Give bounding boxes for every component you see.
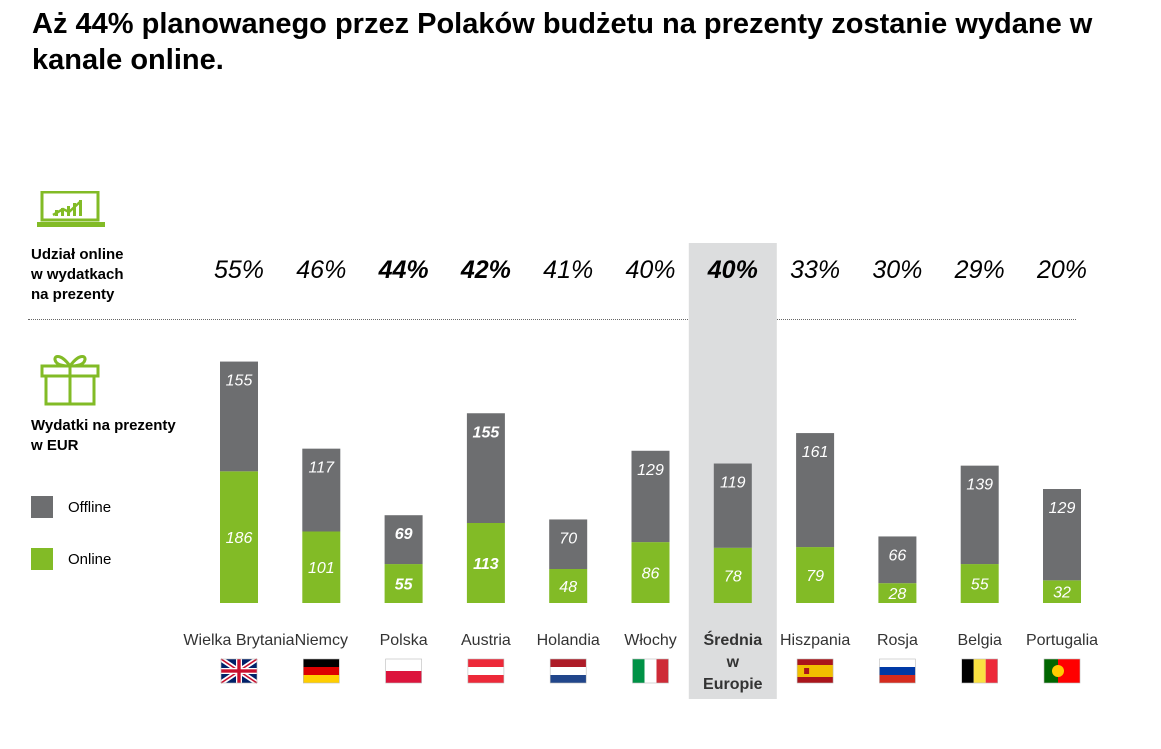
russia-flag-icon (879, 658, 916, 684)
bar-online (631, 542, 670, 603)
category-label: Holandia (537, 632, 600, 649)
category-label: Średnia (703, 630, 762, 649)
bar-online-label: 55 (395, 577, 414, 594)
legend-swatch-online (31, 548, 53, 570)
online-share-value: 46% (296, 256, 346, 284)
online-share-label-line: w wydatkach (31, 266, 124, 283)
online-share-value: 41% (543, 256, 593, 284)
online-share-value: 20% (1036, 256, 1087, 284)
online-share-value: 40% (707, 256, 758, 284)
category-label: Europie (703, 676, 763, 693)
online-share-value: 29% (954, 256, 1005, 284)
bar-offline (878, 536, 917, 584)
bar-offline-label: 139 (966, 477, 993, 494)
bar-offline (466, 413, 505, 523)
belgium-flag-icon (961, 658, 999, 684)
bar-online (220, 471, 258, 603)
bar-offline (384, 515, 423, 565)
divider (28, 319, 1076, 320)
category-label: Włochy (624, 632, 676, 649)
bar-offline (1043, 489, 1081, 581)
bar-online-label: 78 (724, 568, 742, 585)
netherlands-flag-icon (549, 658, 587, 684)
online-share-label-line: na prezenty (31, 286, 115, 303)
category-label: Rosja (877, 632, 918, 649)
bar-offline (960, 465, 999, 565)
online-share-label-line: Udział online (31, 246, 124, 263)
bar-offline (302, 448, 341, 532)
legend-label-offline: Offline (68, 498, 112, 516)
online-share-value: 40% (625, 256, 675, 284)
poland-flag-icon (385, 658, 422, 684)
bar-offline (549, 519, 588, 570)
italy-flag-icon (632, 658, 669, 684)
category-label: Hiszpania (780, 632, 850, 649)
bar-online-label: 186 (226, 530, 253, 547)
bar-offline-label: 161 (802, 444, 829, 461)
spend-label-line: Wydatki na prezenty (31, 417, 176, 434)
legend-label-online: Online (68, 550, 112, 568)
bar-online (878, 583, 917, 603)
bar-offline-label: 129 (1049, 500, 1076, 517)
bar-online-label: 48 (559, 579, 577, 596)
bar-offline-label: 155 (473, 424, 501, 441)
online-share-value: 30% (872, 256, 922, 284)
bar-offline (220, 361, 258, 472)
bar-offline (796, 433, 835, 548)
bar-online (960, 564, 999, 603)
bar-online (466, 522, 505, 603)
bar-online-label: 113 (473, 556, 499, 573)
category-label: Belgia (957, 632, 1002, 649)
bar-online-label: 86 (642, 566, 660, 583)
laptop-chart-icon (37, 191, 105, 227)
austria-flag-icon (467, 658, 505, 684)
bar-online (302, 531, 341, 603)
category-label: w (726, 654, 740, 671)
portugal-flag-icon (1043, 658, 1081, 684)
germany-flag-icon (302, 658, 340, 684)
bar-offline (631, 450, 670, 543)
legend-swatch-offline (31, 496, 53, 518)
bar-offline-label: 119 (720, 475, 746, 492)
bar-online (549, 569, 588, 603)
category-label: Niemcy (295, 632, 348, 649)
bar-online (1043, 580, 1081, 603)
online-share-value: 55% (214, 256, 264, 284)
category-label: Polska (380, 632, 428, 649)
category-label: Wielka Brytania (183, 632, 294, 649)
bar-offline-label: 117 (309, 460, 336, 477)
bar-online-label: 101 (308, 560, 335, 577)
bar-online (384, 564, 423, 603)
online-share-value: 42% (460, 256, 511, 284)
online-share-value: 44% (378, 256, 429, 284)
gift-icon (40, 355, 100, 406)
bar-offline-label: 70 (559, 530, 577, 547)
bar-offline-label: 155 (226, 373, 253, 390)
online-share-label: Udział online w wydatkach na prezenty (31, 245, 124, 305)
bar-offline (713, 463, 752, 548)
bar-online (713, 547, 752, 603)
bar-online-label: 28 (888, 586, 907, 603)
legend-online: Online (31, 547, 111, 571)
bar-offline-label: 129 (637, 462, 664, 479)
bar-online-label: 79 (806, 568, 824, 585)
bar-offline-label: 69 (395, 526, 413, 543)
spain-flag-icon (796, 658, 834, 684)
bar-online (796, 547, 835, 603)
category-label: Austria (461, 632, 511, 649)
page-title: Aż 44% planowanego przez Polaków budżetu… (32, 8, 1093, 76)
bar-online-label: 32 (1053, 585, 1071, 602)
uk-flag-icon (219, 656, 259, 686)
bar-online-label: 55 (971, 577, 989, 594)
online-share-value: 33% (790, 256, 840, 284)
bar-offline-label: 66 (889, 547, 907, 564)
category-label: Portugalia (1026, 632, 1098, 649)
spend-label: Wydatki na prezenty w EUR (31, 416, 176, 456)
legend-offline: Offline (31, 495, 111, 519)
spend-label-line: w EUR (31, 437, 79, 454)
